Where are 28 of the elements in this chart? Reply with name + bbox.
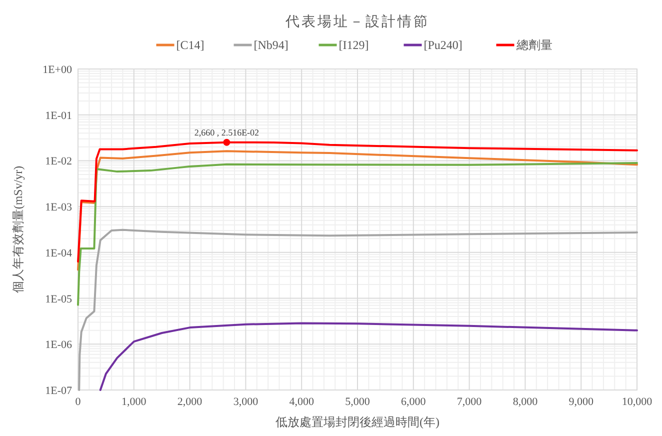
legend-label: [Nb94] xyxy=(254,38,288,52)
legend-label: [C14] xyxy=(176,38,204,52)
x-tick-label: 9,000 xyxy=(568,396,594,408)
legend-label: [I129] xyxy=(338,38,369,52)
x-tick-label: 1,000 xyxy=(122,396,147,408)
y-tick-label: 1E-02 xyxy=(45,156,72,168)
x-tick-label: 4,000 xyxy=(289,396,314,408)
y-tick-label: 1E-07 xyxy=(45,385,72,397)
y-tick-label: 1E-01 xyxy=(45,110,72,122)
chart-title: 代表場址－設計情節 xyxy=(284,14,430,30)
annotation: 2,660 , 2.516E-02 xyxy=(194,127,260,138)
y-tick-label: 1E-04 xyxy=(45,247,72,260)
legend-label: [Pu240] xyxy=(424,38,462,52)
x-tick-label: 7,000 xyxy=(456,396,482,408)
y-tick-label: 1E-03 xyxy=(45,202,72,214)
x-tick-label: 5,000 xyxy=(345,396,370,408)
x-tick-label: 10,000 xyxy=(622,396,653,408)
y-tick-label: 1E+00 xyxy=(42,64,72,76)
y-tick-label: 1E-05 xyxy=(45,293,72,306)
y-tick-label: 1E-06 xyxy=(45,339,72,352)
y-axis-title: 個人年有效劑量(mSv/yr) xyxy=(11,166,25,294)
x-tick-label: 6,000 xyxy=(401,396,426,408)
x-tick-label: 8,000 xyxy=(512,396,538,408)
x-axis-title: 低放處置場封閉後經過時間(年) xyxy=(276,415,440,429)
x-tick-label: 2,000 xyxy=(177,396,203,408)
x-tick-label: 0 xyxy=(75,396,82,408)
x-tick-label: 3,000 xyxy=(233,396,259,408)
legend-label: 總劑量 xyxy=(515,38,552,52)
